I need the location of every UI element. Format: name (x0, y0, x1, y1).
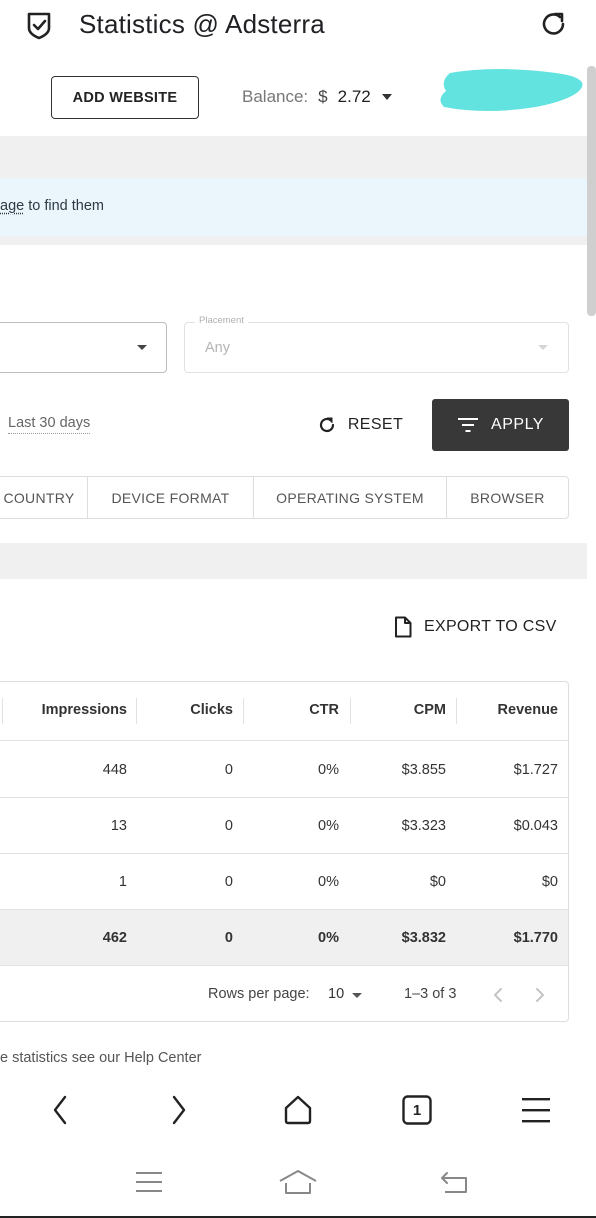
section-divider (0, 236, 587, 245)
tabs-button[interactable]: 1 (397, 1090, 437, 1130)
tabs-icon (402, 1095, 432, 1125)
table-pagination: Rows per page: 10 1–3 of 3 (0, 967, 568, 1021)
placement-value: Any (205, 340, 230, 356)
apply-button[interactable]: APPLY (432, 399, 569, 451)
placement-label: Placement (195, 315, 248, 326)
info-banner: age to find them (0, 178, 587, 236)
column-revenue[interactable]: Revenue (497, 702, 558, 718)
reset-button[interactable]: RESET (310, 405, 410, 445)
reset-icon (319, 417, 334, 433)
rows-per-page-select[interactable]: 10 (328, 986, 345, 1002)
table-row: 13 0 0% $3.323 $0.043 (0, 798, 568, 854)
system-navigation-bar (0, 1142, 596, 1218)
page-title: Statistics @ Adsterra (79, 9, 325, 39)
balance-currency: $ (318, 87, 328, 106)
column-impressions[interactable]: Impressions (41, 702, 127, 718)
filters-panel: Placement Any Last 30 days RESET APPLY C… (0, 245, 587, 543)
app-top-bar: Statistics @ Adsterra (0, 0, 596, 50)
redaction-scribble (440, 69, 583, 111)
table-row: 1 0 0% $0 $0 (0, 854, 568, 910)
reload-icon[interactable] (538, 8, 570, 40)
filter-select[interactable] (0, 322, 167, 373)
browser-menu-button[interactable] (516, 1090, 556, 1130)
table-header: Impressions Clicks CTR CPM Revenue (0, 682, 568, 741)
page-scrollbar[interactable] (587, 66, 596, 316)
chevron-down-icon (137, 345, 147, 350)
file-icon (395, 616, 412, 638)
column-ctr[interactable]: CTR (309, 702, 339, 718)
chevron-down-icon (381, 94, 392, 100)
statistics-table: Impressions Clicks CTR CPM Revenue 448 0… (0, 681, 569, 1022)
forward-button[interactable] (159, 1090, 199, 1130)
info-banner-link[interactable]: age (0, 198, 25, 214)
info-banner-text: age to find them (0, 198, 104, 214)
chevron-down-icon[interactable] (352, 993, 362, 998)
column-clicks[interactable]: Clicks (190, 702, 233, 718)
chevron-down-icon (538, 345, 548, 350)
chevron-right-icon (172, 1095, 186, 1125)
shield-check-icon (27, 12, 51, 40)
chevron-right-icon[interactable] (535, 987, 545, 1003)
recents-button[interactable] (129, 1166, 169, 1198)
table-total-row: 462 0 0% $3.832 $1.770 (0, 910, 568, 966)
home-outline-icon (279, 1170, 317, 1194)
help-center-text[interactable]: e statistics see our Help Center (0, 1050, 202, 1066)
date-range-picker[interactable]: Last 30 days (8, 415, 91, 434)
tab-operating-system[interactable]: OPERATING SYSTEM (254, 477, 447, 518)
home-icon (284, 1095, 312, 1125)
section-divider (0, 543, 587, 579)
browser-toolbar: 1 (0, 1078, 596, 1142)
back-arrow-icon (441, 1172, 467, 1193)
placement-select[interactable]: Placement Any (184, 315, 569, 373)
balance-value: 2.72 (337, 87, 371, 106)
recents-icon (136, 1172, 162, 1192)
tab-browser[interactable]: BROWSER (470, 489, 545, 506)
back-button[interactable] (40, 1090, 80, 1130)
table-row: 448 0 0% $3.855 $1.727 (0, 742, 568, 798)
filter-icon (458, 418, 479, 432)
system-back-button[interactable] (434, 1166, 474, 1198)
section-divider (0, 136, 587, 178)
add-website-button[interactable]: ADD WEBSITE (51, 76, 199, 119)
chevron-left-icon[interactable] (493, 987, 503, 1003)
group-by-tabs: COUNTRY DEVICE FORMAT OPERATING SYSTEM B… (0, 476, 569, 519)
hamburger-menu-icon (522, 1098, 550, 1123)
column-cpm[interactable]: CPM (413, 702, 446, 718)
home-button[interactable] (278, 1090, 318, 1130)
rows-per-page-label: Rows per page: (208, 986, 310, 1002)
balance-dropdown[interactable]: Balance: $ 2.72 (242, 87, 392, 107)
tab-device-format[interactable]: DEVICE FORMAT (88, 477, 254, 518)
export-csv-button[interactable]: EXPORT TO CSV (394, 616, 557, 638)
account-header: ADD WEBSITE Balance: $ 2.72 (0, 60, 596, 132)
balance-label: Balance: (242, 87, 309, 106)
chevron-left-icon (53, 1095, 67, 1125)
pagination-range: 1–3 of 3 (404, 986, 457, 1002)
system-home-button[interactable] (278, 1166, 318, 1198)
tab-country[interactable]: COUNTRY (0, 477, 88, 518)
tab-count: 1 (412, 1101, 422, 1119)
